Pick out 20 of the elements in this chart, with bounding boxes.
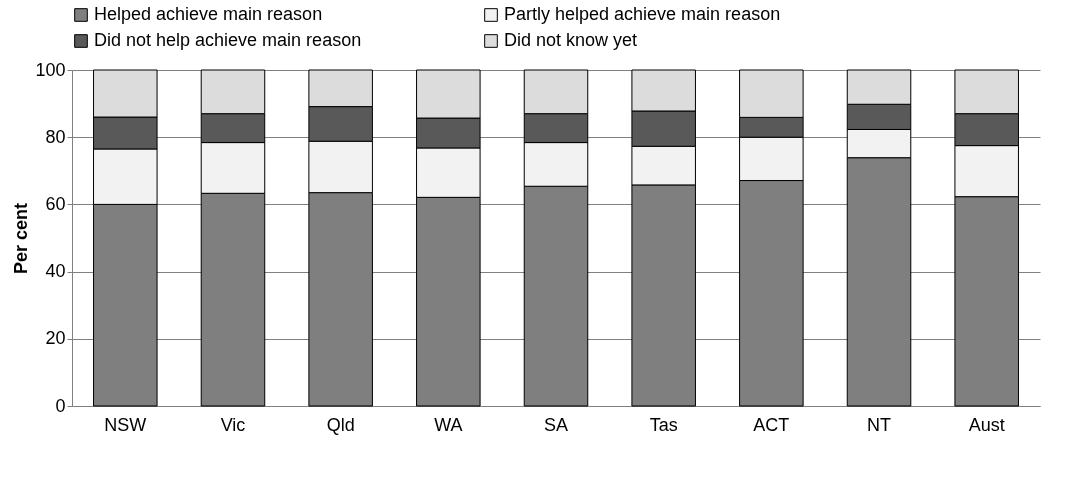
- x-tick-label: NSW: [104, 414, 147, 435]
- y-axis-title: Per cent: [11, 202, 32, 275]
- y-tick-label: 80: [45, 126, 66, 147]
- legend-label: Did not know yet: [504, 30, 638, 50]
- legend-label: Partly helped achieve main reason: [504, 4, 781, 24]
- y-tick-label: 60: [45, 193, 66, 214]
- x-tick-label: Qld: [326, 414, 355, 435]
- y-tick-label: 100: [35, 59, 66, 80]
- x-tick-label: ACT: [753, 414, 790, 435]
- x-tick-label: Tas: [649, 414, 678, 435]
- y-tick-label: 0: [55, 395, 66, 416]
- x-tick-label: Vic: [220, 414, 246, 435]
- x-tick-label: SA: [543, 414, 569, 435]
- x-tick-label: Aust: [968, 414, 1005, 435]
- y-tick-label: 40: [45, 261, 66, 282]
- x-tick-label: WA: [434, 414, 463, 435]
- y-tick-label: 20: [45, 328, 66, 349]
- legend-label: Did not help achieve main reason: [94, 30, 362, 50]
- legend-label: Helped achieve main reason: [94, 4, 323, 24]
- x-tick-label: NT: [867, 414, 892, 435]
